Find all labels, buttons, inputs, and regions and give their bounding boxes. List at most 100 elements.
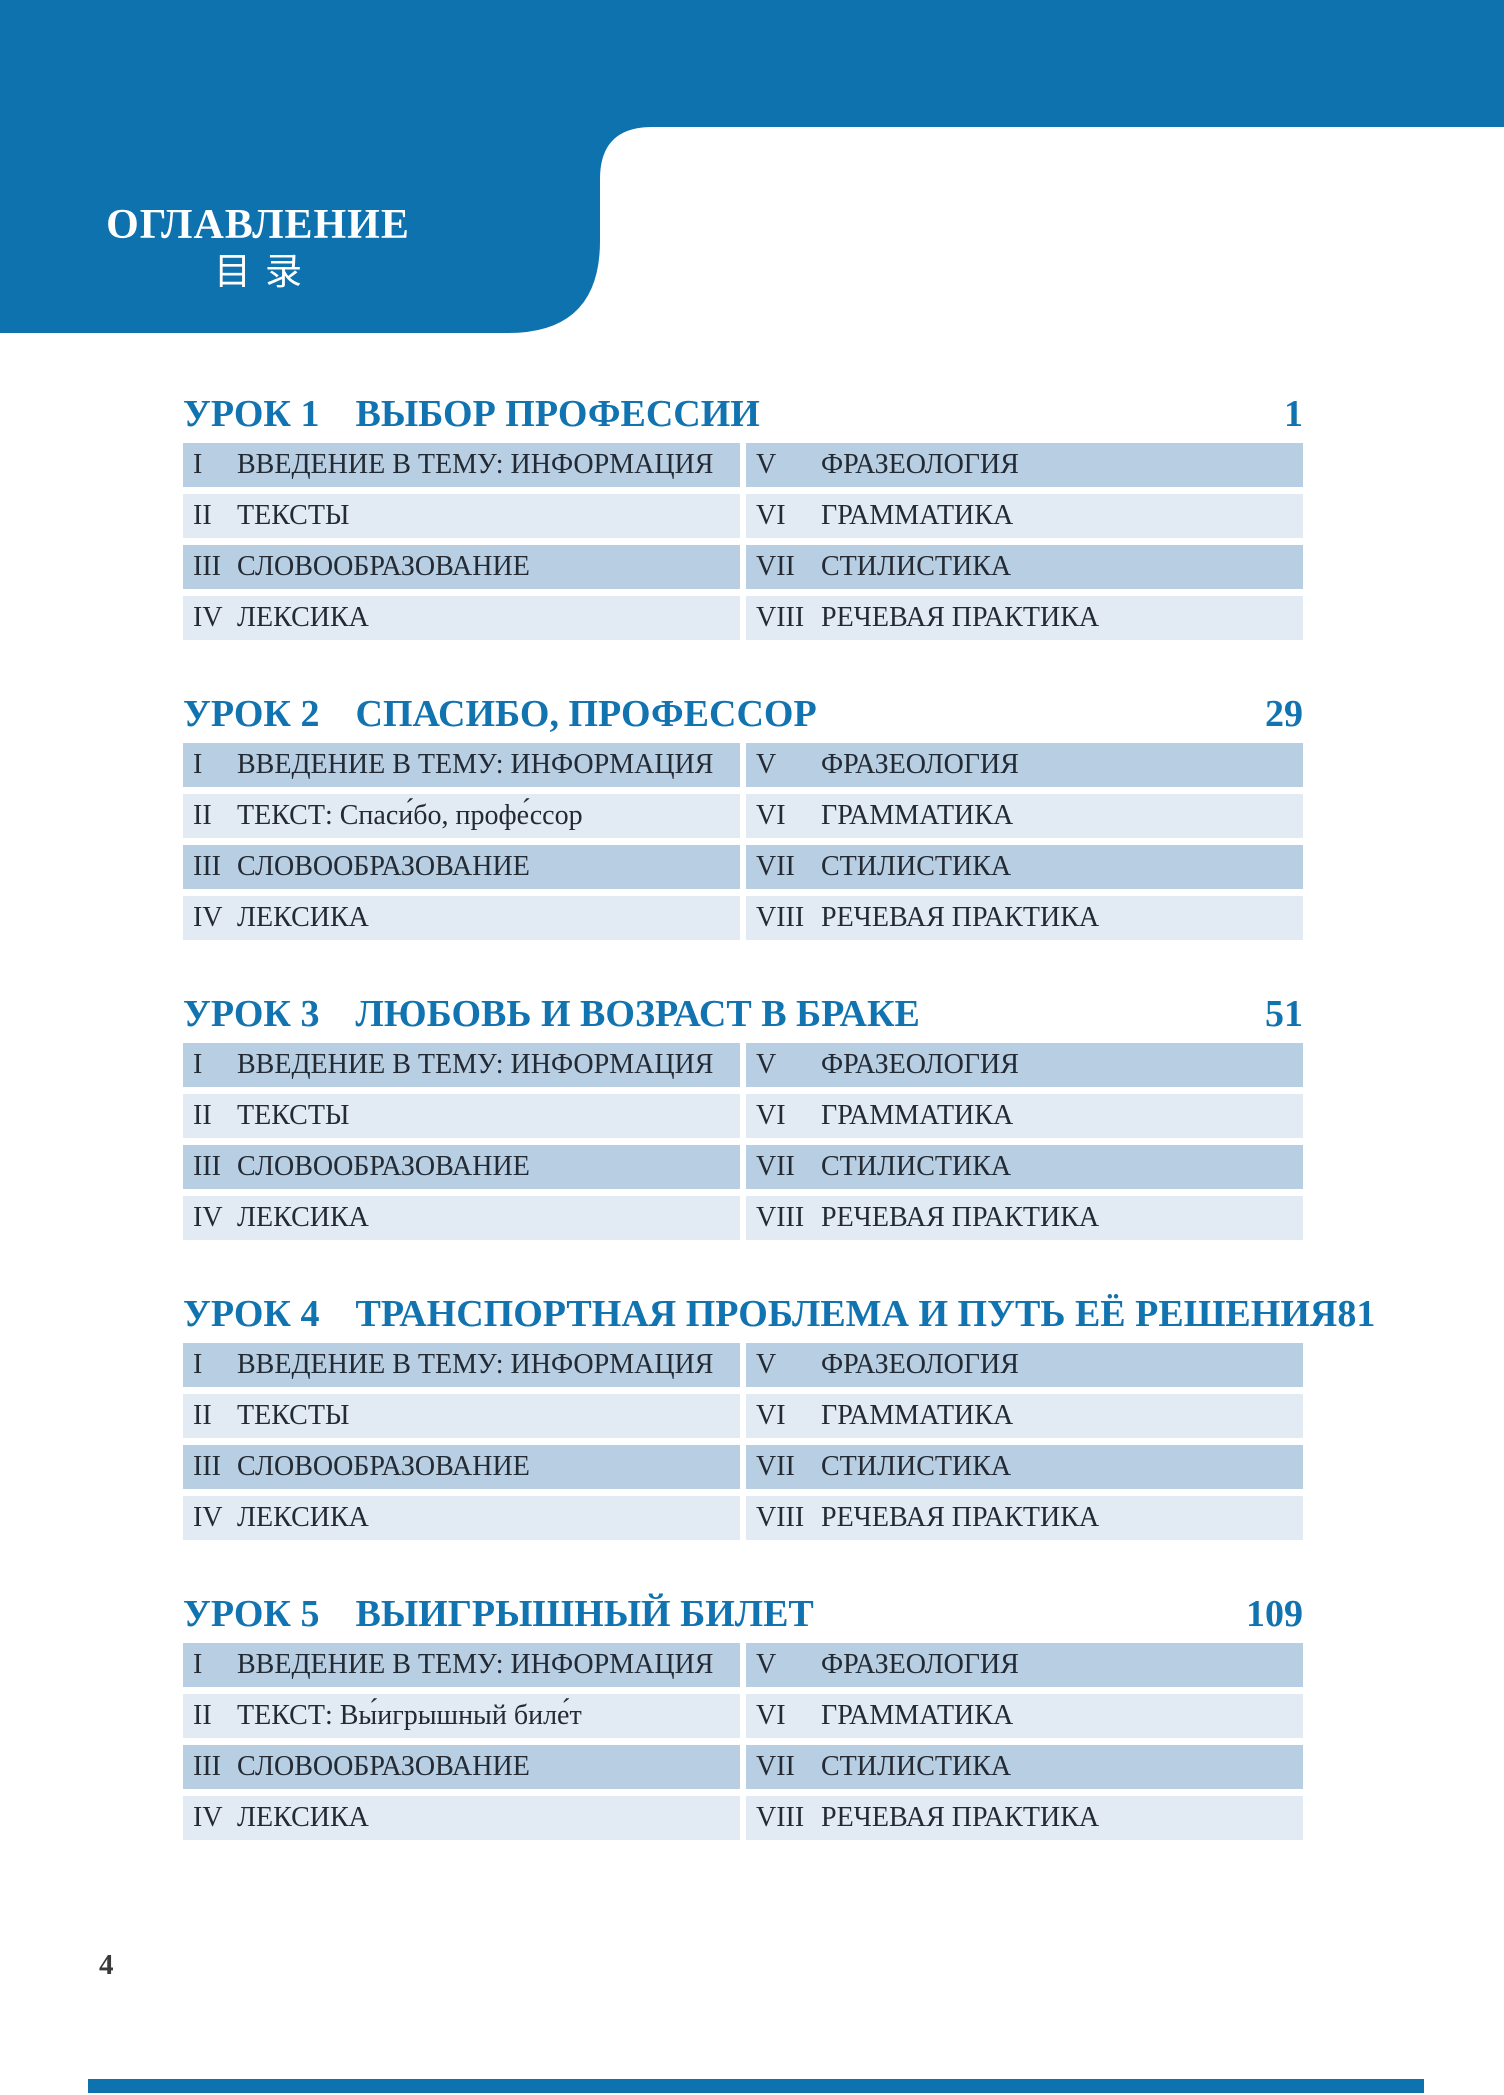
toc-row-numeral: VII (756, 1751, 795, 1782)
toc-row-label: ГРАММАТИКА (821, 1100, 1014, 1131)
toc-row-numeral: VI (756, 1100, 786, 1131)
lesson-table: I ВВЕДЕНИЕ В ТЕМУ: ИНФОРМАЦИЯ II ТЕКСТ: … (183, 1643, 1303, 1840)
toc-row: III СЛОВООБРАЗОВАНИЕ (183, 845, 740, 889)
toc-row-numeral: VII (756, 851, 795, 882)
lesson-title: ВЫИГРЫШНЫЙ БИЛЕТ (355, 1593, 814, 1635)
toc-row-label: ФРАЗЕОЛОГИЯ (821, 1649, 1019, 1680)
toc-row: VIII РЕЧЕВАЯ ПРАКТИКА (746, 1496, 1303, 1540)
lesson-section: УРОК 5 ВЫИГРЫШНЫЙ БИЛЕТ 109 I ВВЕДЕНИЕ В… (183, 1592, 1303, 1854)
toc-row: I ВВЕДЕНИЕ В ТЕМУ: ИНФОРМАЦИЯ (183, 1343, 740, 1387)
lesson-page-number: 51 (1265, 993, 1303, 1035)
toc-row: VI ГРАММАТИКА (746, 1694, 1303, 1738)
lesson-page-number: 109 (1246, 1593, 1303, 1635)
toc-row-label: ЛЕКСИКА (237, 1802, 369, 1833)
toc-row-numeral: IV (193, 1502, 223, 1533)
toc-row-numeral: V (756, 1649, 777, 1680)
toc-row-numeral: VI (756, 800, 786, 831)
toc-row: II ТЕКСТ: Вы́игрышный биле́т (183, 1694, 740, 1738)
toc-row-numeral: VIII (756, 602, 805, 633)
lesson-title: ТРАНСПОРТНАЯ ПРОБЛЕМА И ПУТЬ ЕЁ РЕШЕНИЯ (355, 1293, 1338, 1335)
toc-row-label: СТИЛИСТИКА (821, 1751, 1012, 1782)
toc-row: VII СТИЛИСТИКА (746, 845, 1303, 889)
toc-header: ОГЛАВЛЕНИЕ 目录 (85, 200, 431, 294)
toc-row-label: СТИЛИСТИКА (821, 1451, 1012, 1482)
lesson-section: УРОК 1 ВЫБОР ПРОФЕССИИ 1 I ВВЕДЕНИЕ В ТЕ… (183, 392, 1303, 654)
lesson-number: УРОК 1 (183, 393, 320, 435)
toc-row: VIII РЕЧЕВАЯ ПРАКТИКА (746, 896, 1303, 940)
toc-row-numeral: VIII (756, 1202, 805, 1233)
toc-row: V ФРАЗЕОЛОГИЯ (746, 443, 1303, 487)
toc-row-label: ГРАММАТИКА (821, 1700, 1014, 1731)
toc-row-label: РЕЧЕВАЯ ПРАКТИКА (821, 902, 1100, 933)
toc-row: II ТЕКСТЫ (183, 1394, 740, 1438)
toc-row-numeral: II (193, 1400, 212, 1431)
lesson-table-right-column: V ФРАЗЕОЛОГИЯ VI ГРАММАТИКА VII СТИЛИСТИ… (746, 1343, 1303, 1540)
toc-row-numeral: III (193, 1451, 221, 1482)
toc-row-numeral: III (193, 551, 221, 582)
toc-row-numeral: IV (193, 1202, 223, 1233)
toc-row: VI ГРАММАТИКА (746, 1394, 1303, 1438)
toc-row-label: ТЕКСТЫ (237, 1400, 350, 1431)
lesson-page-number: 29 (1265, 693, 1303, 735)
lesson-table-right-column: V ФРАЗЕОЛОГИЯ VI ГРАММАТИКА VII СТИЛИСТИ… (746, 1043, 1303, 1240)
lesson-number: УРОК 3 (183, 993, 320, 1035)
lesson-page-number: 81 (1337, 1293, 1376, 1335)
toc-row-label: РЕЧЕВАЯ ПРАКТИКА (821, 1802, 1100, 1833)
toc-row-label: СЛОВООБРАЗОВАНИЕ (237, 1451, 530, 1482)
toc-row-label: ГРАММАТИКА (821, 800, 1014, 831)
toc-row-label: ЛЕКСИКА (237, 1502, 369, 1533)
toc-row-numeral: II (193, 800, 212, 831)
toc-row-label: ФРАЗЕОЛОГИЯ (821, 449, 1019, 480)
toc-row: VI ГРАММАТИКА (746, 794, 1303, 838)
lesson-table-right-column: V ФРАЗЕОЛОГИЯ VI ГРАММАТИКА VII СТИЛИСТИ… (746, 743, 1303, 940)
lesson-heading: УРОК 2 СПАСИБО, ПРОФЕССОР 29 (183, 692, 1303, 736)
toc-row: III СЛОВООБРАЗОВАНИЕ (183, 545, 740, 589)
toc-row: I ВВЕДЕНИЕ В ТЕМУ: ИНФОРМАЦИЯ (183, 1043, 740, 1087)
toc-row-label: РЕЧЕВАЯ ПРАКТИКА (821, 1202, 1100, 1233)
toc-row: II ТЕКСТ: Спаси́бо, профе́ссор (183, 794, 740, 838)
toc-row-label: РЕЧЕВАЯ ПРАКТИКА (821, 602, 1100, 633)
toc-row: III СЛОВООБРАЗОВАНИЕ (183, 1745, 740, 1789)
lesson-table-right-column: V ФРАЗЕОЛОГИЯ VI ГРАММАТИКА VII СТИЛИСТИ… (746, 443, 1303, 640)
toc-row: I ВВЕДЕНИЕ В ТЕМУ: ИНФОРМАЦИЯ (183, 1643, 740, 1687)
lesson-table: I ВВЕДЕНИЕ В ТЕМУ: ИНФОРМАЦИЯ II ТЕКСТЫ … (183, 1343, 1303, 1540)
lesson-table-left-column: I ВВЕДЕНИЕ В ТЕМУ: ИНФОРМАЦИЯ II ТЕКСТ: … (183, 1643, 740, 1840)
lesson-table: I ВВЕДЕНИЕ В ТЕМУ: ИНФОРМАЦИЯ II ТЕКСТЫ … (183, 443, 1303, 640)
lesson-heading: УРОК 3 ЛЮБОВЬ И ВОЗРАСТ В БРАКЕ 51 (183, 992, 1303, 1036)
toc-row-numeral: VIII (756, 1502, 805, 1533)
toc-row-numeral: II (193, 500, 212, 531)
footer-page-number: 4 (99, 1949, 114, 1981)
toc-title-chinese: 目录 (214, 250, 316, 293)
lesson-table-right-column: V ФРАЗЕОЛОГИЯ VI ГРАММАТИКА VII СТИЛИСТИ… (746, 1643, 1303, 1840)
toc-row-numeral: VIII (756, 902, 805, 933)
toc-row-numeral: IV (193, 602, 223, 633)
toc-row: IV ЛЕКСИКА (183, 896, 740, 940)
toc-row-numeral: III (193, 851, 221, 882)
toc-title-russian: ОГЛАВЛЕНИЕ (106, 202, 410, 248)
toc-row-numeral: VII (756, 1451, 795, 1482)
lesson-heading: УРОК 4 ТРАНСПОРТНАЯ ПРОБЛЕМА И ПУТЬ ЕЁ Р… (183, 1292, 1375, 1336)
toc-row-label: ТЕКСТЫ (237, 500, 350, 531)
toc-row: VIII РЕЧЕВАЯ ПРАКТИКА (746, 1796, 1303, 1840)
toc-row: VIII РЕЧЕВАЯ ПРАКТИКА (746, 596, 1303, 640)
toc-row-label: СЛОВООБРАЗОВАНИЕ (237, 1151, 530, 1182)
lesson-section: УРОК 3 ЛЮБОВЬ И ВОЗРАСТ В БРАКЕ 51 I ВВЕ… (183, 992, 1303, 1254)
lesson-table-left-column: I ВВЕДЕНИЕ В ТЕМУ: ИНФОРМАЦИЯ II ТЕКСТЫ … (183, 1043, 740, 1240)
footer-rule (88, 2079, 1424, 2093)
toc-row: III СЛОВООБРАЗОВАНИЕ (183, 1445, 740, 1489)
toc-row-numeral: IV (193, 1802, 223, 1833)
toc-row-label: ЛЕКСИКА (237, 902, 369, 933)
toc-row: VII СТИЛИСТИКА (746, 1445, 1303, 1489)
toc-row: II ТЕКСТЫ (183, 494, 740, 538)
lesson-title: ЛЮБОВЬ И ВОЗРАСТ В БРАКЕ (355, 993, 920, 1035)
toc-row: V ФРАЗЕОЛОГИЯ (746, 1343, 1303, 1387)
toc-row: VII СТИЛИСТИКА (746, 545, 1303, 589)
toc-row-numeral: I (193, 1649, 203, 1680)
toc-row-label: СТИЛИСТИКА (821, 1151, 1012, 1182)
toc-row-label: ВВЕДЕНИЕ В ТЕМУ: ИНФОРМАЦИЯ (237, 749, 714, 780)
header-banner-shape (0, 0, 1504, 333)
lesson-title: ВЫБОР ПРОФЕССИИ (355, 393, 760, 435)
toc-row-numeral: V (756, 1049, 777, 1080)
lesson-heading: УРОК 5 ВЫИГРЫШНЫЙ БИЛЕТ 109 (183, 1592, 1303, 1636)
toc-row-numeral: I (193, 1049, 203, 1080)
